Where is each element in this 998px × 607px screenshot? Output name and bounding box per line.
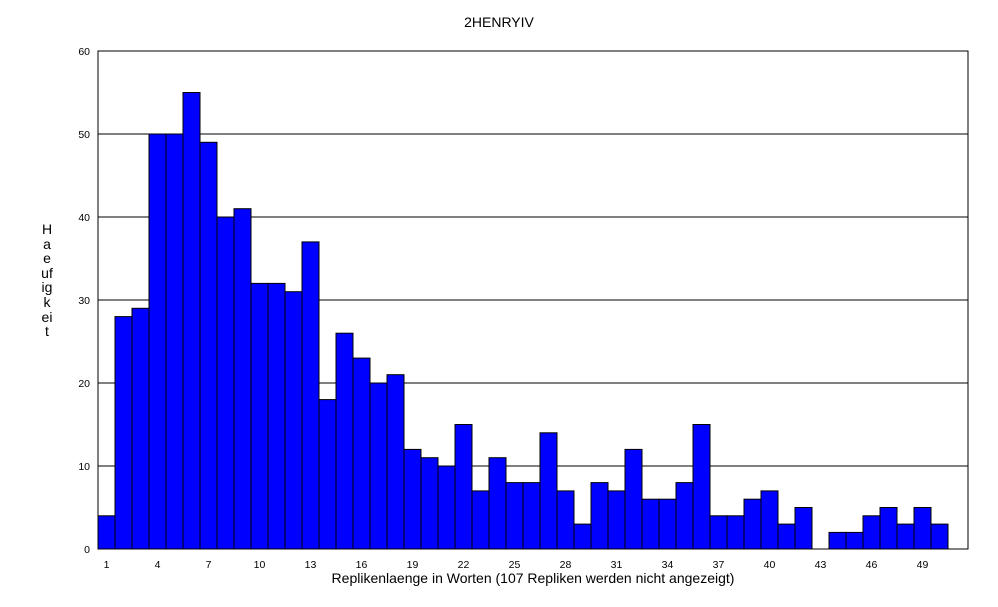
bar [913,507,932,550]
bar [624,448,643,550]
bar [216,216,235,550]
bar [148,133,167,550]
x-tick-label: 13 [305,559,317,571]
chart-title: 2HENRYIV [464,14,534,30]
x-axis-label: Replikenlaenge in Worten (107 Repliken w… [331,570,735,586]
bar [590,482,609,550]
bar [352,357,371,550]
bar [607,490,626,550]
bar [131,307,150,550]
bar [862,515,881,550]
x-tick-label: 7 [206,559,212,571]
bar [692,424,711,550]
x-tick-label: 46 [866,559,878,571]
bar [522,482,541,550]
bar [794,507,813,550]
bar [760,490,779,550]
bar [777,523,796,550]
y-tick-label: 60 [78,46,90,58]
bar [641,498,660,550]
bar [165,133,184,550]
y-tick-label: 40 [78,212,90,224]
bar [539,432,558,550]
bar [471,490,490,550]
y-tick-label: 20 [78,378,90,390]
x-tick-label: 16 [356,559,368,571]
y-tick-label: 50 [78,129,90,141]
x-tick-label: 1 [104,559,110,571]
x-tick-label: 28 [560,559,572,571]
y-axis-label: Haeufigkeit [41,221,53,340]
x-tick-label: 31 [611,559,623,571]
x-tick-label: 49 [917,559,929,571]
bar [505,482,524,550]
bar [658,498,677,550]
bar [845,531,864,550]
bar [386,374,405,550]
bar [743,498,762,550]
bar [335,332,354,550]
bar [420,457,439,550]
bar [233,208,252,550]
bar [573,523,592,550]
bar [403,448,422,550]
y-tick-label: 30 [78,295,90,307]
y-tick-label: 10 [78,461,90,473]
bar [182,92,201,550]
bar [267,282,286,550]
bar [930,523,949,550]
bar [896,523,915,550]
bar [879,507,898,550]
bar [675,482,694,550]
bar [726,515,745,550]
bar [828,531,847,550]
x-tick-label: 25 [509,559,521,571]
bar [369,382,388,550]
bar [488,457,507,550]
x-tick-label: 22 [458,559,470,571]
x-tick-label: 34 [662,559,674,571]
x-tick-label: 43 [815,559,827,571]
bars [97,92,949,550]
x-tick-label: 40 [764,559,776,571]
y-tick-label: 0 [84,544,90,556]
bar [114,316,133,550]
bar [556,490,575,550]
x-tick-label: 37 [713,559,725,571]
bar [709,515,728,550]
bar [250,282,269,550]
x-tick-label: 19 [407,559,419,571]
tick-labels: 0 10 20 30 40 50 60 1 4 7 10 13 16 19 22 25 28 31 34 37 40 43… [78,46,928,571]
bar [454,424,473,550]
bar [318,399,337,550]
bar [199,141,218,550]
bar [437,465,456,550]
bar [301,241,320,550]
bar [284,291,303,550]
plot-frame [97,50,969,550]
x-tick-label: 4 [155,559,161,571]
bar [97,515,116,550]
x-tick-label: 10 [254,559,266,571]
